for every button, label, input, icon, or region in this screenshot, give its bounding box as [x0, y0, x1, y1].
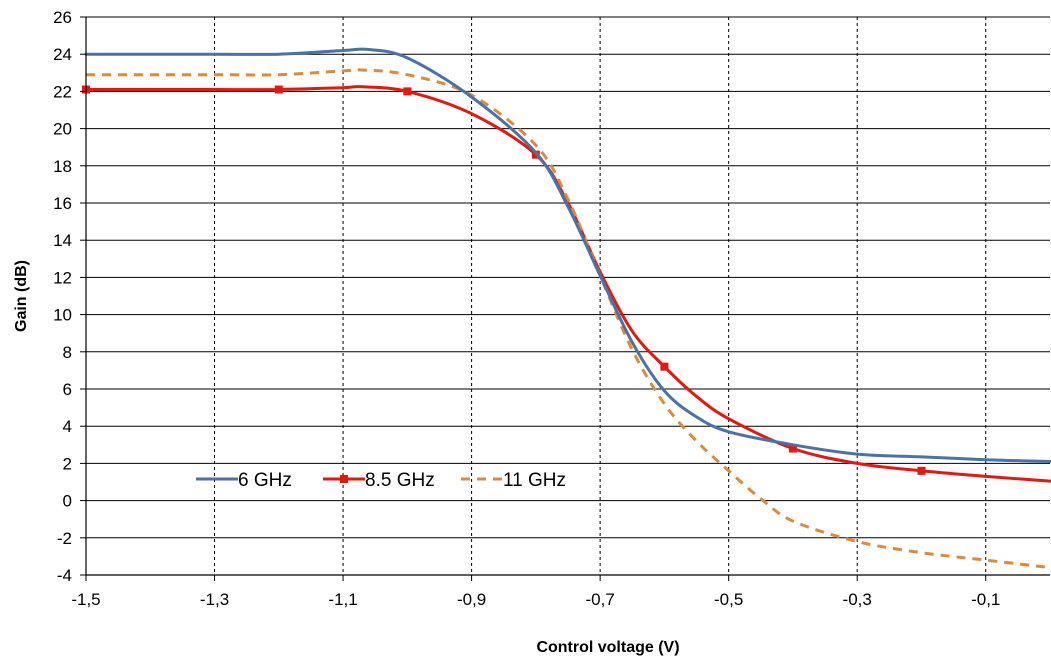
- y-tick-label: 24: [53, 45, 72, 64]
- x-tick-label: -1,3: [200, 590, 229, 609]
- series-marker-8-5-ghz: [660, 362, 669, 371]
- x-tick-label: -0,3: [843, 590, 872, 609]
- series-lines: [82, 47, 1051, 570]
- legend-marker-8-5-ghz: [340, 475, 348, 483]
- y-tick-label: -4: [57, 566, 72, 585]
- series-line-11-ghz: [85, 68, 1051, 570]
- legend-label-6-ghz: 6 GHz: [238, 470, 292, 491]
- y-tick-label: 12: [53, 268, 72, 287]
- x-tick-label: -1,1: [328, 590, 357, 609]
- series-marker-8-5-ghz: [788, 444, 797, 453]
- y-tick-label: 10: [53, 306, 72, 325]
- y-axis-title: Gain (dB): [13, 260, 30, 332]
- series-line-8-5-ghz: [84, 85, 1051, 483]
- legend-label-11-ghz: 11 GHz: [503, 470, 566, 491]
- legend: 6 GHz 8.5 GHz 11 GHz: [196, 470, 566, 491]
- y-tick-label: 4: [63, 417, 72, 436]
- y-tick-label: 20: [53, 120, 72, 139]
- y-tick-label: 18: [53, 157, 72, 176]
- y-tick-label: 6: [63, 380, 72, 399]
- x-axis-title: Control voltage (V): [536, 639, 679, 656]
- y-tick-label: 8: [63, 343, 72, 362]
- legend-label-8-5-ghz: 8.5 GHz: [365, 470, 435, 491]
- y-tick-label: 14: [53, 231, 72, 250]
- y-tick-label: -2: [57, 529, 72, 548]
- x-tick-label: -0,9: [457, 590, 486, 609]
- x-tick-label: -0,5: [714, 590, 743, 609]
- y-tick-label: 2: [63, 454, 72, 473]
- grid: [86, 16, 1050, 576]
- series-marker-8-5-ghz: [403, 87, 412, 96]
- series-marker-8-5-ghz: [917, 466, 926, 475]
- y-tick-label: 0: [63, 492, 72, 511]
- series-marker-8-5-ghz: [274, 85, 283, 94]
- x-tick-label: -0,7: [585, 590, 614, 609]
- x-tick-label: -0,1: [971, 590, 1000, 609]
- y-tick-label: 22: [53, 82, 72, 101]
- x-tick-label: -1,5: [71, 590, 100, 609]
- series-line-6-ghz: [84, 47, 1051, 463]
- y-tick-label: 26: [53, 8, 72, 27]
- y-tick-label: 16: [53, 194, 72, 213]
